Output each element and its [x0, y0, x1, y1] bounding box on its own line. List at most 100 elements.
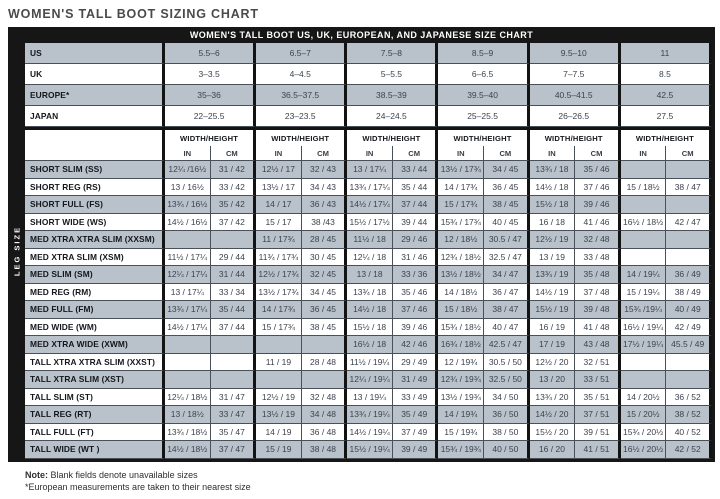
cm-value-cell: 37 / 47 — [210, 441, 257, 459]
cm-value-cell: 41 / 46 — [575, 213, 621, 231]
in-value-cell: 13 / 16½ — [165, 178, 211, 196]
size-range-cell: 6.5–7 — [256, 43, 348, 64]
note-label: Note: — [25, 469, 48, 480]
in-value-cell: 13¾ / 18 — [529, 161, 576, 179]
cm-value-cell: 31 / 42 — [210, 161, 257, 179]
width-height-header: WIDTH/HEIGHT — [620, 130, 712, 146]
in-value-cell: 12¼ / 19¼ — [347, 371, 393, 389]
in-value-cell: 15¾ / 17¾ — [438, 213, 485, 231]
in-value-cell: 12½ / 20 — [529, 353, 576, 371]
leg-size-row-label: TALL XTRA XTRA SLIM (XXST) — [25, 353, 165, 371]
cm-value-cell — [301, 336, 348, 354]
size-range-cell: 26–26.5 — [529, 106, 621, 127]
size-range-cell: 36.5–37.5 — [256, 85, 348, 106]
cm-value-cell: 31 / 46 — [392, 248, 439, 266]
cm-value-cell: 35 / 47 — [210, 423, 257, 441]
in-value-cell: 15 / 20½ — [620, 406, 667, 424]
cm-value-cell: 40 / 47 — [484, 318, 530, 336]
size-range-cell: 11 — [620, 43, 712, 64]
cm-value-cell: 28 / 48 — [301, 353, 348, 371]
cm-value-cell: 39 / 44 — [392, 213, 439, 231]
cm-value-cell: 32.5 / 47 — [484, 248, 530, 266]
note-text: Blank fields denote unavailable sizes — [48, 469, 198, 480]
in-value-cell: 16 / 20 — [529, 441, 576, 459]
size-range-cell: 35–36 — [165, 85, 257, 106]
cm-value-cell: 32 / 48 — [575, 231, 621, 249]
in-value-cell: 12¼ / 18½ — [165, 388, 211, 406]
in-value-cell: 13 / 19 — [529, 248, 576, 266]
in-value-cell: 16½ / 18 — [347, 336, 393, 354]
in-value-cell: 13¾ / 19 — [529, 266, 576, 284]
cm-value-cell: 35 / 44 — [392, 178, 439, 196]
cm-value-cell: 38 / 52 — [666, 406, 712, 424]
in-value-cell: 12¾ / 19¾ — [438, 371, 485, 389]
cm-value-cell: 36 / 52 — [666, 388, 712, 406]
in-value-cell: 16½ / 19¼ — [620, 318, 667, 336]
in-value-cell: 14½ / 19¼ — [347, 423, 393, 441]
cm-value-cell: 35 / 51 — [575, 388, 621, 406]
in-column-header: IN — [347, 146, 393, 161]
in-value-cell — [620, 371, 667, 389]
cm-value-cell: 33 / 51 — [575, 371, 621, 389]
width-height-header: WIDTH/HEIGHT — [256, 130, 348, 146]
in-value-cell: 15½ / 18 — [529, 196, 576, 214]
cm-value-cell: 39 / 46 — [575, 196, 621, 214]
cm-value-cell: 40 / 49 — [666, 301, 712, 319]
cm-value-cell: 33 / 48 — [575, 248, 621, 266]
in-value-cell: 14½ / 18 — [347, 301, 393, 319]
cm-value-cell: 36 / 45 — [484, 178, 530, 196]
cm-value-cell: 37 / 42 — [210, 213, 257, 231]
in-value-cell — [620, 196, 667, 214]
cm-value-cell — [210, 371, 257, 389]
cm-value-cell: 37 / 51 — [575, 406, 621, 424]
cm-value-cell: 30.5 / 47 — [484, 231, 530, 249]
cm-value-cell: 33 / 49 — [392, 388, 439, 406]
in-value-cell: 12½ / 17¾ — [256, 266, 302, 284]
cm-value-cell: 31 / 44 — [210, 266, 257, 284]
in-value-cell: 13 / 18 — [347, 266, 393, 284]
cm-value-cell: 33 / 36 — [392, 266, 439, 284]
cm-value-cell: 32 / 51 — [575, 353, 621, 371]
in-value-cell — [620, 231, 667, 249]
leg-size-row-label: TALL REG (RT) — [25, 406, 165, 424]
cm-value-cell: 34 / 48 — [301, 406, 348, 424]
table-grid: US 5.5–6 6.5–7 7.5–8 8.5–9 9.5–10 11 UK 3–3.5 4–4… — [25, 43, 715, 459]
size-range-cell: 39.5–40 — [438, 85, 530, 106]
size-range-cell: 4–4.5 — [256, 64, 348, 85]
in-value-cell — [165, 353, 211, 371]
in-value-cell: 15¾ / 19¾ — [438, 441, 485, 459]
leg-size-row-label: SHORT REG (RS) — [25, 178, 165, 196]
cm-value-cell: 33 / 44 — [392, 161, 439, 179]
size-system-label: EUROPE* — [25, 85, 165, 106]
cm-value-cell: 32 / 43 — [301, 161, 348, 179]
size-systems-section: US 5.5–6 6.5–7 7.5–8 8.5–9 9.5–10 11 UK 3–3.5 4–4… — [25, 43, 712, 127]
in-value-cell: 13 / 19¼ — [347, 388, 393, 406]
cm-value-cell: 34 / 47 — [484, 266, 530, 284]
cm-value-cell — [666, 371, 712, 389]
in-value-cell: 15½ / 20 — [529, 423, 576, 441]
cm-value-cell: 34 / 45 — [301, 283, 348, 301]
cm-value-cell: 28 / 45 — [301, 231, 348, 249]
in-value-cell: 15½ / 18 — [347, 318, 393, 336]
size-range-cell: 23–23.5 — [256, 106, 348, 127]
in-value-cell: 13½ / 17 — [256, 178, 302, 196]
in-value-cell: 14 / 17¾ — [256, 301, 302, 319]
leg-size-row-label: SHORT FULL (FS) — [25, 196, 165, 214]
cm-value-cell: 39 / 46 — [392, 318, 439, 336]
cm-value-cell — [666, 161, 712, 179]
in-value-cell: 13½ / 17¾ — [256, 283, 302, 301]
in-value-cell: 14½ / 17¼ — [165, 318, 211, 336]
cm-value-cell — [666, 353, 712, 371]
cm-value-cell: 36 / 50 — [484, 406, 530, 424]
cm-value-cell: 38 / 47 — [484, 301, 530, 319]
cm-value-cell: 40 / 50 — [484, 441, 530, 459]
size-range-cell: 7–7.5 — [529, 64, 621, 85]
in-value-cell: 11¾ / 17¾ — [256, 248, 302, 266]
cm-value-cell: 30 / 45 — [301, 248, 348, 266]
cm-value-cell: 35 / 46 — [575, 161, 621, 179]
in-value-cell: 14 / 17¾ — [438, 178, 485, 196]
leg-size-row-label: SHORT WIDE (WS) — [25, 213, 165, 231]
in-value-cell: 17½ / 19¼ — [620, 336, 667, 354]
cm-value-cell: 38 / 49 — [666, 283, 712, 301]
leg-size-strip: LEG SIZE — [8, 43, 25, 459]
